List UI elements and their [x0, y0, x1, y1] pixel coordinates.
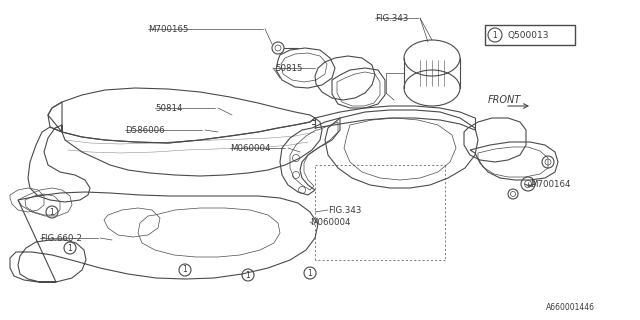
Text: FIG.343: FIG.343 [375, 13, 408, 22]
Text: M700164: M700164 [530, 180, 570, 188]
Text: 50815: 50815 [275, 63, 303, 73]
Text: 1: 1 [308, 268, 312, 277]
Text: Q500013: Q500013 [507, 30, 548, 39]
Text: M060004: M060004 [230, 143, 271, 153]
Text: 1: 1 [493, 30, 497, 39]
Text: D586006: D586006 [125, 125, 164, 134]
Text: 1: 1 [246, 270, 250, 279]
Bar [485, 25, 575, 45]
Text: FRONT: FRONT [488, 95, 521, 105]
Text: FIG.660-2: FIG.660-2 [40, 234, 82, 243]
Text: 1: 1 [50, 207, 54, 217]
Text: 1: 1 [182, 266, 188, 275]
Text: FIG.343: FIG.343 [328, 205, 362, 214]
Text: M700165: M700165 [148, 25, 189, 34]
Text: A660001446: A660001446 [546, 303, 595, 313]
Text: M060004: M060004 [310, 218, 351, 227]
Text: 1: 1 [68, 244, 72, 252]
Text: 50814: 50814 [155, 103, 182, 113]
